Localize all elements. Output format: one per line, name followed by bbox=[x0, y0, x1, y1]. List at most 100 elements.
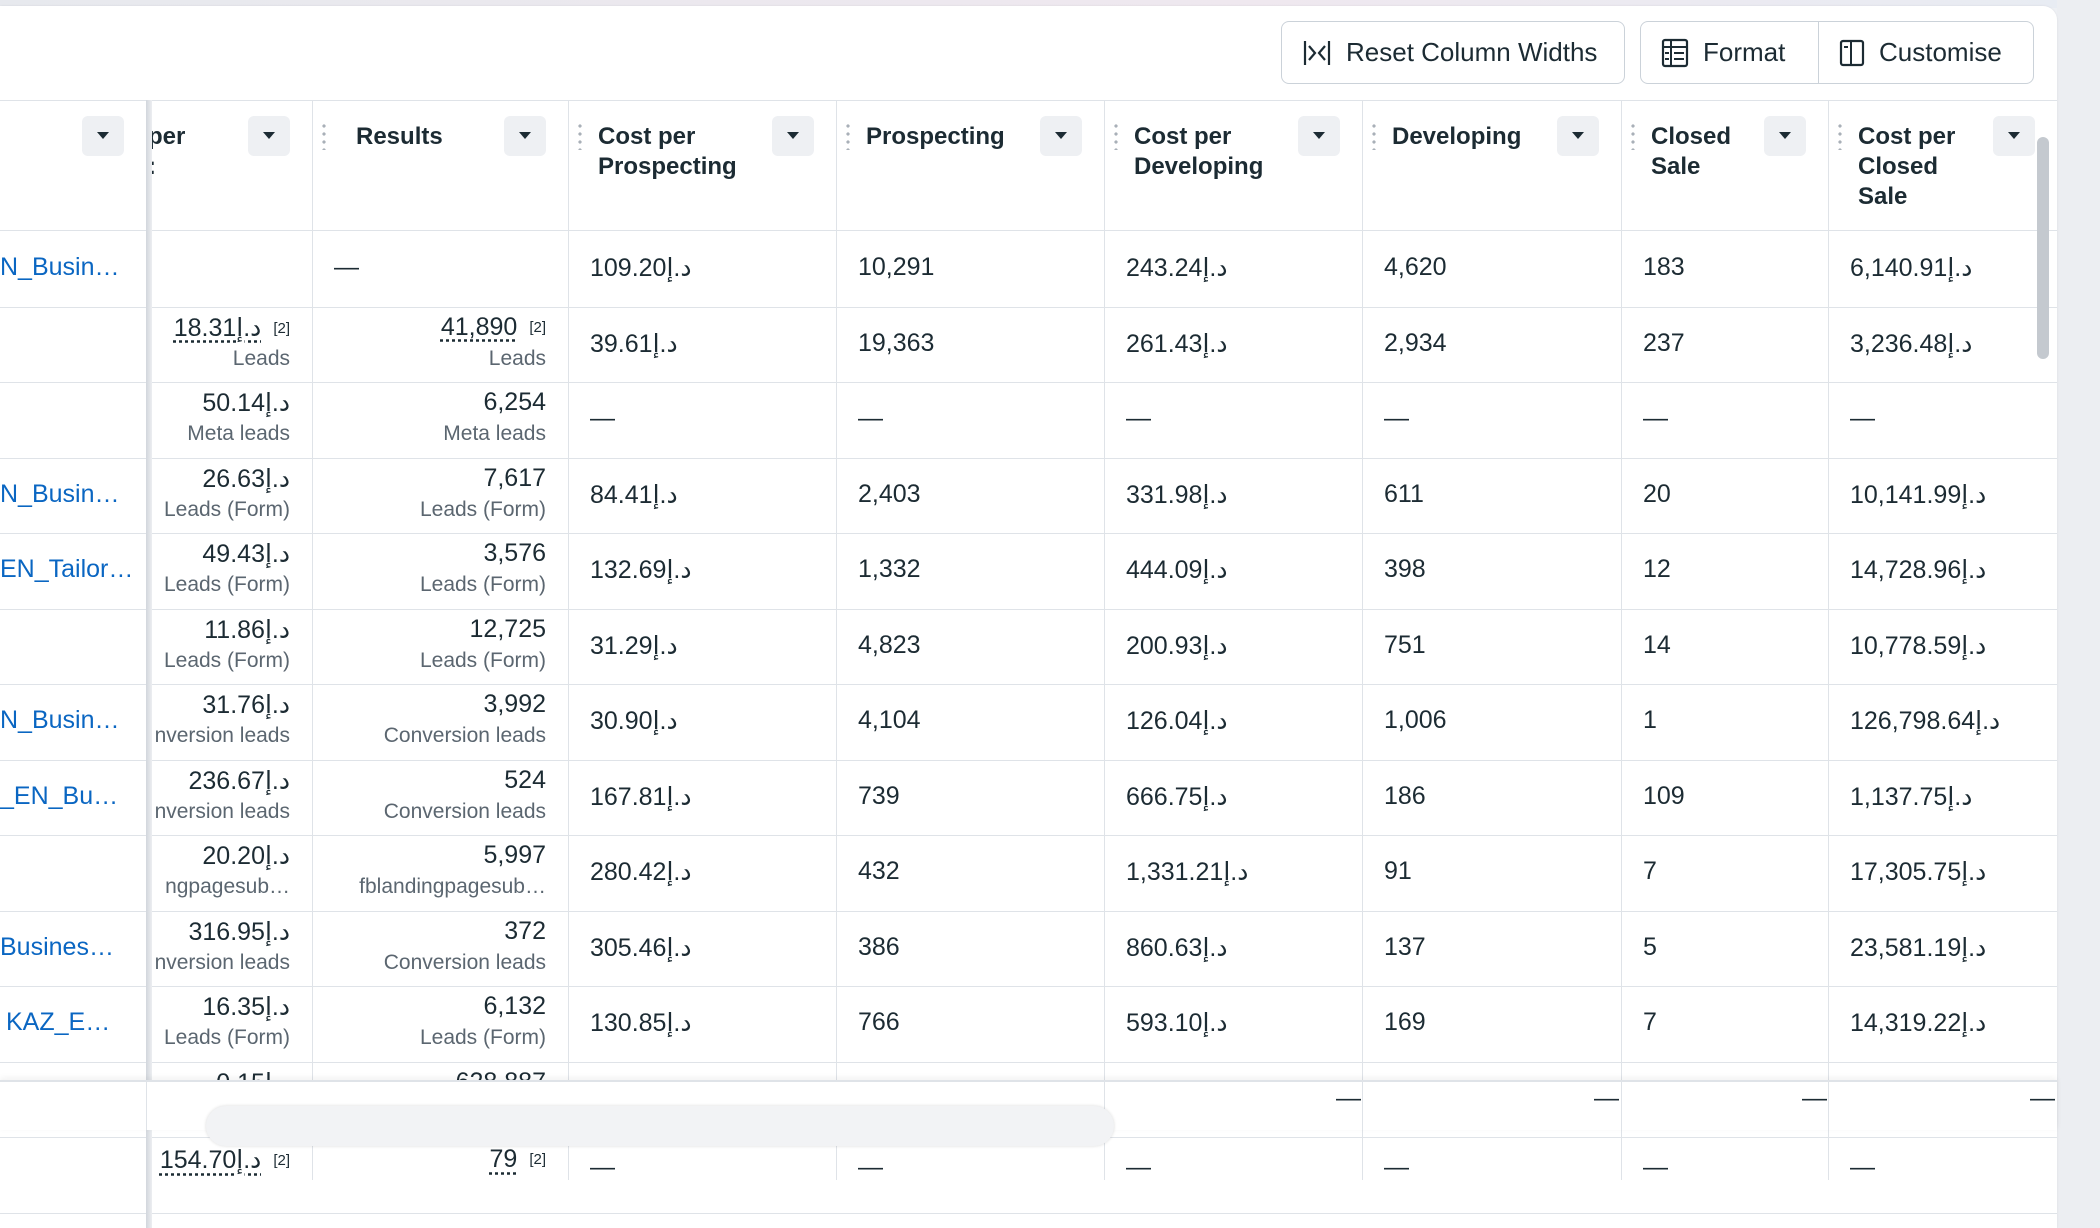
caret-down-icon bbox=[97, 132, 109, 139]
campaign-name-link[interactable]: EN_Tailor… bbox=[0, 555, 134, 583]
developing-cell-value: 1,006 bbox=[1384, 706, 1447, 734]
cost-per-result-cell-value: 316.95د.إ bbox=[189, 917, 291, 947]
table-format-icon bbox=[1661, 38, 1689, 67]
column-header-results[interactable]: Results bbox=[312, 100, 568, 230]
column-divider bbox=[1362, 100, 1363, 1180]
cost-per-developing-cell: 1,331.21د.إ bbox=[1104, 835, 1362, 910]
column-drag-handle[interactable] bbox=[578, 122, 582, 150]
column-menu-button[interactable] bbox=[1764, 116, 1806, 156]
campaign-name-cell[interactable]: N_Busin… bbox=[0, 458, 146, 533]
prospecting-cell-value: — bbox=[858, 404, 883, 432]
summary-value: — bbox=[1336, 1084, 1361, 1112]
developing-cell: 1,006 bbox=[1362, 684, 1621, 759]
results-cell: 41,890 [2] Leads bbox=[312, 307, 568, 382]
closed-sale-cell: 14 bbox=[1621, 609, 1828, 684]
campaign-name-cell[interactable] bbox=[0, 1137, 146, 1212]
column-drag-handle[interactable] bbox=[1838, 122, 1842, 150]
cost-per-closed-sale-cell: 1,137.75د.إ bbox=[1828, 760, 2057, 835]
campaign-name-cell[interactable] bbox=[0, 835, 146, 910]
prospecting-cell: 19,363 bbox=[836, 307, 1104, 382]
vertical-scrollbar[interactable] bbox=[2037, 137, 2049, 359]
campaign-name-link[interactable]: N_Busin… bbox=[0, 479, 120, 508]
reset-column-widths-button[interactable]: Reset Column Widths bbox=[1281, 21, 1625, 84]
cost-per-prospecting-cell-value: 280.42د.إ bbox=[590, 858, 692, 886]
campaign-name-link[interactable]: KAZ_E… bbox=[6, 1008, 111, 1036]
results-cell-type: fblandingpagesub… bbox=[359, 875, 546, 898]
cost-per-closed-sale-cell: 14,728.96د.إ bbox=[1828, 533, 2057, 608]
cost-per-closed-sale-cell-value: 10,141.99د.إ bbox=[1850, 480, 1987, 509]
cost-per-developing-cell: — bbox=[1104, 382, 1362, 457]
developing-cell: 169 bbox=[1362, 986, 1621, 1061]
campaign-name-cell[interactable]: _EN_Bu… bbox=[0, 760, 146, 835]
column-divider bbox=[836, 100, 837, 1180]
campaign-name-cell[interactable] bbox=[0, 307, 146, 382]
column-header-closed_sale[interactable]: Closed Sale bbox=[1621, 100, 1828, 230]
cost-per-developing-cell: 331.98د.إ bbox=[1104, 458, 1362, 533]
column-menu-button[interactable] bbox=[1993, 116, 2035, 156]
column-header-name[interactable] bbox=[0, 100, 146, 230]
cost-per-prospecting-cell-value: 39.61د.إ bbox=[590, 329, 678, 358]
results-cell: 524 Conversion leads bbox=[312, 760, 568, 835]
campaign-name-cell[interactable]: Busines… bbox=[0, 911, 146, 986]
column-drag-handle[interactable] bbox=[846, 122, 850, 150]
column-menu-button[interactable] bbox=[82, 116, 124, 156]
closed-sale-cell: 1 bbox=[1621, 684, 1828, 759]
customise-button[interactable]: Customise bbox=[1818, 21, 2034, 84]
campaign-name-cell[interactable]: KAZ_E… bbox=[0, 986, 146, 1061]
cost-per-closed-sale-cell-value: — bbox=[1850, 1153, 1875, 1181]
campaign-name-cell[interactable]: N_Busin… bbox=[0, 231, 146, 306]
column-header-cost_closed[interactable]: Cost per Closed Sale bbox=[1828, 100, 2057, 230]
column-menu-button[interactable] bbox=[1040, 116, 1082, 156]
campaign-name-cell[interactable] bbox=[0, 609, 146, 684]
column-header-developing[interactable]: Developing bbox=[1362, 100, 1621, 230]
cost-per-result-cell-number: 316.95د.إ bbox=[188, 917, 291, 946]
results-cell-value: 12,725 bbox=[470, 615, 546, 644]
cost-per-result-cell: 26.63د.إ Leads (Form) bbox=[146, 458, 312, 533]
column-drag-handle[interactable] bbox=[1631, 122, 1635, 150]
cost-per-result-cell: 20.20د.إ ngpagesub… bbox=[146, 835, 312, 910]
campaign-name-cell[interactable]: N_Busin… bbox=[0, 684, 146, 759]
column-drag-handle[interactable] bbox=[1372, 122, 1376, 150]
campaign-name-cell[interactable]: EN_Tailor… bbox=[0, 533, 146, 608]
campaign-name-cell[interactable] bbox=[0, 382, 146, 457]
column-header-cost_prospecting[interactable]: Cost per Prospecting bbox=[568, 100, 836, 230]
column-menu-button[interactable] bbox=[504, 116, 546, 156]
closed-sale-cell: 12 bbox=[1621, 533, 1828, 608]
prospecting-cell: 4,823 bbox=[836, 609, 1104, 684]
cost-per-result-cell-type: Leads (Form) bbox=[163, 497, 290, 521]
developing-cell: — bbox=[1362, 1137, 1621, 1212]
prospecting-cell: — bbox=[836, 382, 1104, 457]
summary-divider bbox=[1362, 1082, 1363, 1130]
results-cell-type: Leads bbox=[488, 346, 546, 370]
column-menu-button[interactable] bbox=[1557, 116, 1599, 156]
results-cell-value: 5,997 bbox=[483, 841, 546, 870]
column-drag-handle[interactable] bbox=[1114, 122, 1118, 150]
column-header-label: Closed Sale bbox=[1651, 123, 1732, 180]
column-header-prospecting[interactable]: Prospecting bbox=[836, 100, 1104, 230]
format-button[interactable]: Format bbox=[1640, 21, 1819, 84]
campaign-name-link[interactable]: Busines… bbox=[0, 932, 114, 961]
column-header-label: Cost per Closed Sale bbox=[1858, 123, 1956, 210]
column-header-label: Prospecting bbox=[866, 123, 1005, 150]
column-menu-button[interactable] bbox=[772, 116, 814, 156]
cost-per-developing-cell-value: 126.04د.إ bbox=[1126, 707, 1228, 735]
cost-per-closed-sale-cell-value: 3,236.48د.إ bbox=[1850, 329, 1973, 358]
column-menu-button[interactable] bbox=[1298, 116, 1340, 156]
column-menu-button[interactable] bbox=[248, 116, 290, 156]
campaign-name-link[interactable]: N_Busin… bbox=[0, 253, 120, 281]
row-divider bbox=[0, 986, 2057, 987]
campaign-name-link[interactable]: _EN_Bu… bbox=[0, 781, 119, 810]
results-cell-value: 7,617 bbox=[483, 464, 546, 493]
column-drag-handle[interactable] bbox=[322, 122, 326, 150]
column-header-cost_per[interactable]: per : bbox=[146, 100, 312, 230]
cost-per-prospecting-cell-value: 305.46د.إ bbox=[590, 933, 692, 962]
cost-per-developing-cell-value: 860.63د.إ bbox=[1126, 933, 1228, 962]
results-cell-type: Meta leads bbox=[443, 422, 546, 445]
campaign-name-link[interactable]: N_Busin… bbox=[0, 706, 120, 734]
column-header-cost_developing[interactable]: Cost per Developing bbox=[1104, 100, 1362, 230]
prospecting-cell-value: 4,104 bbox=[858, 706, 921, 734]
cost-per-prospecting-cell: 130.85د.إ bbox=[568, 986, 836, 1061]
cost-per-result-cell-type: Meta leads bbox=[187, 422, 290, 445]
results-cell-value: 524 bbox=[504, 766, 546, 795]
results-cell-type: Conversion leads bbox=[383, 950, 546, 974]
